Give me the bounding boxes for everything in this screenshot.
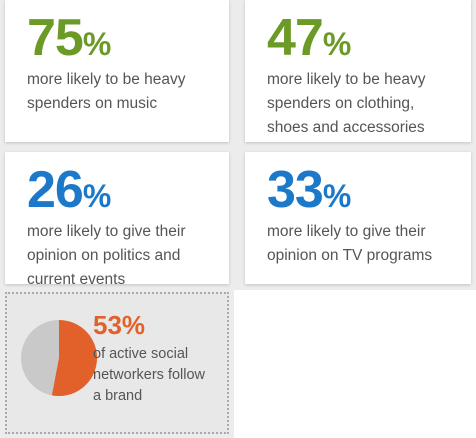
description: more likely to give their opinion on poli… [27,220,186,292]
description-line: of active social [93,346,189,362]
stat-card: 26% more likely to give their opinion on p… [5,152,229,288]
stat-card: 47% more likely to be heavy spenders on cl… [245,0,471,142]
stat-unit: % [322,178,352,214]
stat-card: 75% more likely to be heavy spenders on mu… [5,0,229,142]
description-line: a brand [93,388,143,404]
description-line: more likely to give their [267,223,426,240]
description-line: spenders on clothing, [267,95,415,112]
stat-unit: % [82,178,112,214]
stat-number: 47 [267,9,324,67]
pie-slice [51,320,97,396]
pie-unit: % [121,310,146,340]
stat: 26% [27,160,111,220]
stat: 75% [27,8,111,68]
description-line: spenders on music [27,95,158,112]
pie [21,320,97,396]
stat: 47% [267,8,351,68]
pie-description: of active social networkers follow a brand [93,344,205,407]
description-line: opinion on politics and [27,247,181,264]
stat: 33% [267,160,351,220]
description-line: networkers follow [93,367,206,383]
description: more likely to give their opinion on TV p… [267,220,432,268]
stat-number: 33 [267,161,324,219]
stat-unit: % [82,26,112,62]
pie-value: 53 [93,310,122,340]
blank-panel [234,290,476,438]
description: more likely to be heavy spenders on cloth… [267,68,426,140]
pie-stat: 53% [93,310,145,341]
stat-unit: % [322,26,352,62]
description-line: more likely to be heavy [27,71,186,88]
description-line: opinion on TV programs [267,247,433,264]
stat-number: 75 [27,9,84,67]
description-line: current events [27,271,126,288]
description-line: shoes and accessories [267,119,425,136]
pie-card: 53% of active social networkers follow a b… [5,292,229,434]
stat-number: 26 [27,161,84,219]
description-line: more likely to be heavy [267,71,426,88]
description: more likely to be heavy spenders on music [27,68,186,116]
description-line: more likely to give their [27,223,186,240]
stat-card: 33% more likely to give their opinion on T… [245,152,471,284]
